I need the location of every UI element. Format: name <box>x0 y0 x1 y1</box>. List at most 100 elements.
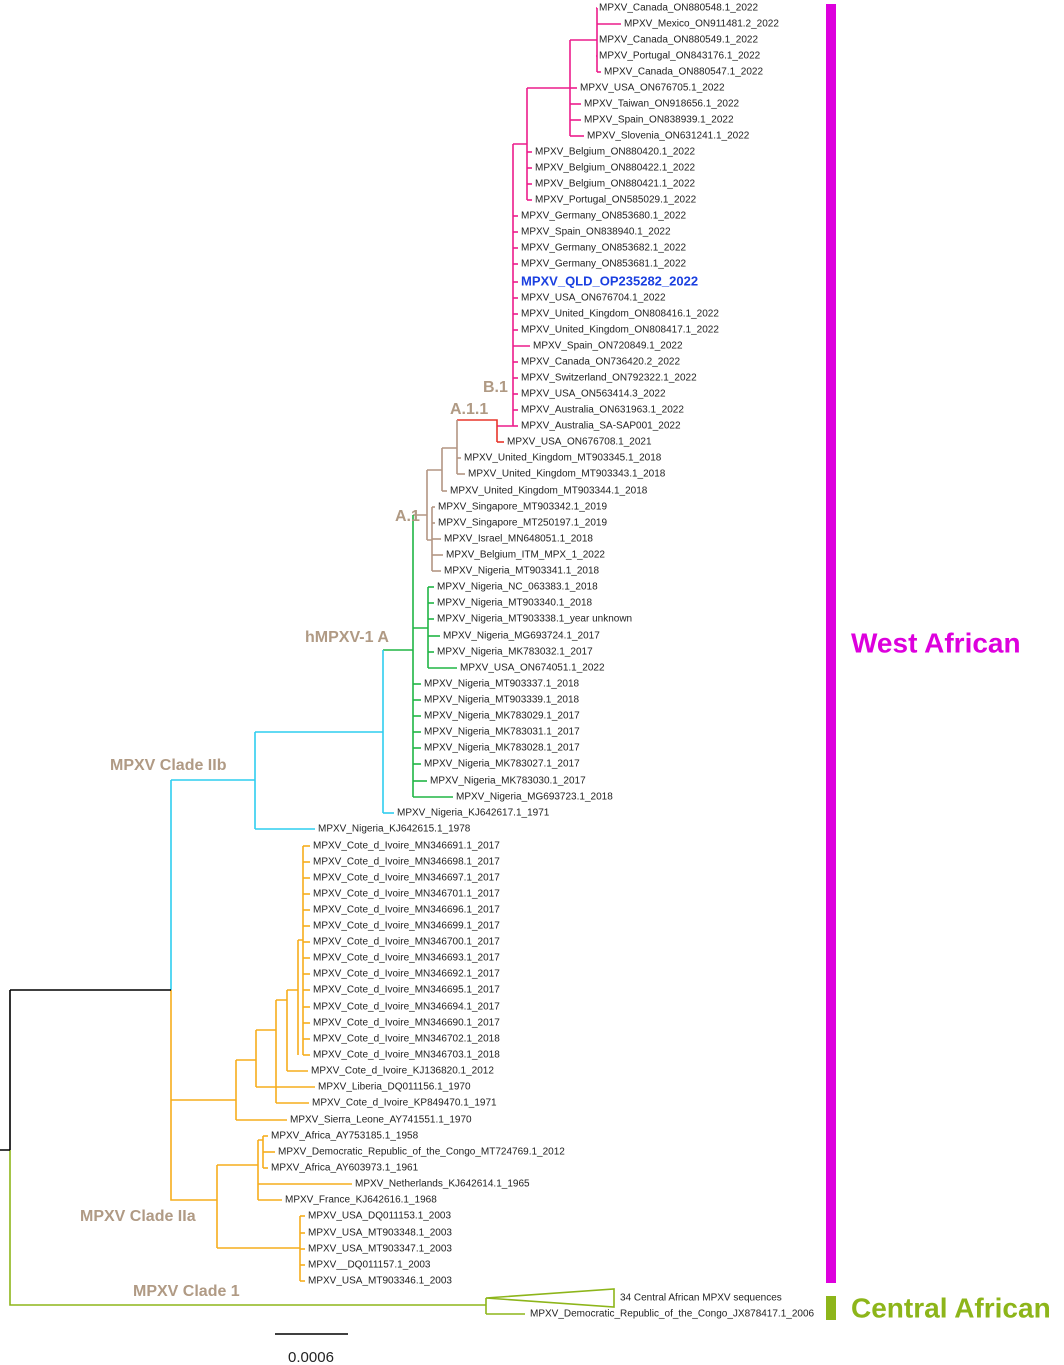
leaf-label: MPXV_USA_ON674051.1_2022 <box>460 663 605 674</box>
leaf-label: MPXV_United_Kingdom_MT903345.1_2018 <box>464 453 662 464</box>
leaf-label: MPXV_USA_ON563414.3_2022 <box>521 389 666 400</box>
clade-label: MPXV Clade IIa <box>80 1208 196 1225</box>
leaf-label: MPXV_Nigeria_MK783029.1_2017 <box>424 711 580 722</box>
leaf-label: MPXV_USA_DQ011153.1_2003 <box>308 1211 451 1222</box>
leaf-label: MPXV_Mexico_ON911481.2_2022 <box>624 19 779 30</box>
leaf-label: MPXV_Cote_d_Ivoire_MN346703.1_2018 <box>313 1050 500 1061</box>
leaf-label: MPXV_USA_ON676705.1_2022 <box>580 83 725 94</box>
leaf-label: MPXV_Liberia_DQ011156.1_1970 <box>318 1082 471 1093</box>
leaf-label: MPXV_United_Kingdom_ON808416.1_2022 <box>521 309 719 320</box>
leaf-label: MPXV_Nigeria_MT903337.1_2018 <box>424 679 580 690</box>
leaf-label: MPXV_Taiwan_ON918656.1_2022 <box>584 99 740 110</box>
leaf-label: MPXV_Cote_d_Ivoire_MN346695.1_2017 <box>313 985 500 996</box>
branch <box>9 1150 615 1315</box>
leaf-label: MPXV_Nigeria_MK783030.1_2017 <box>430 776 586 787</box>
leaf-label: MPXV_Israel_MN648051.1_2018 <box>444 534 593 545</box>
leaf-label: MPXV_United_Kingdom_MT903343.1_2018 <box>468 469 666 480</box>
leaf-label: MPXV_Nigeria_MK783031.1_2017 <box>424 727 580 738</box>
leaf-label: MPXV_Slovenia_ON631241.1_2022 <box>587 131 750 142</box>
clade-label: MPXV Clade 1 <box>133 1283 240 1300</box>
central-african-bar <box>826 1296 836 1320</box>
leaf-label: MPXV_Cote_d_Ivoire_MN346694.1_2017 <box>313 1002 500 1013</box>
leaf-label: MPXV_Cote_d_Ivoire_MN346702.1_2018 <box>313 1034 500 1045</box>
clade-label: A.1 <box>395 508 420 525</box>
leaf-label: MPXV_Cote_d_Ivoire_KJ136820.1_2012 <box>311 1066 494 1077</box>
leaf-label: MPXV_Cote_d_Ivoire_MN346692.1_2017 <box>313 969 500 980</box>
leaf-label: MPXV_Australia_ON631963.1_2022 <box>521 405 684 416</box>
collapsed-label: 34 Central African MPXV sequences <box>620 1293 782 1304</box>
leaf-label: MPXV_Singapore_MT903342.1_2019 <box>438 502 607 513</box>
leaf-label: MPXV_Nigeria_MT903340.1_2018 <box>437 598 593 609</box>
leaf-label: MPXV_Nigeria_MT903339.1_2018 <box>424 695 580 706</box>
west-african-bar <box>826 4 836 1283</box>
leaf-label: MPXV_Portugal_ON585029.1_2022 <box>535 195 697 206</box>
highlighted-leaf-label: MPXV_QLD_OP235282_2022 <box>521 273 698 288</box>
leaf-label: MPXV_Nigeria_NC_063383.1_2018 <box>437 582 598 593</box>
leaf-label: MPXV_Switzerland_ON792322.1_2022 <box>521 373 697 384</box>
region-label: Central African <box>851 1292 1051 1323</box>
leaf-label: MPXV_Canada_ON880547.1_2022 <box>604 67 763 78</box>
leaf-label: MPXV_Democratic_Republic_of_the_Congo_MT… <box>278 1147 565 1158</box>
clade-label: B.1 <box>483 379 508 396</box>
branch <box>457 419 498 442</box>
leaf-label: MPXV_Germany_ON853682.1_2022 <box>521 243 687 254</box>
leaf-label: MPXV_Cote_d_Ivoire_MN346693.1_2017 <box>313 953 500 964</box>
leaf-label: MPXV__DQ011157.1_2003 <box>308 1260 431 1271</box>
leaf-label: MPXV_USA_MT903348.1_2003 <box>308 1228 452 1239</box>
region-label: West African <box>851 627 1021 658</box>
leaf-label: MPXV_Singapore_MT250197.1_2019 <box>438 518 607 529</box>
leaf-label: MPXV_Spain_ON720849.1_2022 <box>533 341 683 352</box>
leaf-label: MPXV_Portugal_ON843176.1_2022 <box>599 51 761 62</box>
leaf-label: MPXV_Canada_ON880548.1_2022 <box>599 3 758 14</box>
leaf-label: MPXV_Nigeria_KJ642615.1_1978 <box>318 824 471 835</box>
leaf-label: MPXV_Nigeria_MK783027.1_2017 <box>424 759 580 770</box>
leaf-label: MPXV_Nigeria_MT903338.1_year unknown <box>437 614 632 625</box>
leaf-label: MPXV_Germany_ON853681.1_2022 <box>521 259 687 270</box>
leaf-label: MPXV_Germany_ON853680.1_2022 <box>521 211 687 222</box>
leaf-label: MPXV_Democratic_Republic_of_the_Congo_JX… <box>530 1309 815 1320</box>
leaf-label: MPXV_Cote_d_Ivoire_MN346700.1_2017 <box>313 937 500 948</box>
leaf-label: MPXV_Nigeria_MK783028.1_2017 <box>424 743 580 754</box>
leaf-label: MPXV_Netherlands_KJ642614.1_1965 <box>355 1179 530 1190</box>
leaf-label: MPXV_Belgium_ON880420.1_2022 <box>535 147 696 158</box>
leaf-label: MPXV_Nigeria_MK783032.1_2017 <box>437 647 593 658</box>
leaf-label: MPXV_Belgium_ON880422.1_2022 <box>535 163 696 174</box>
leaf-label: MPXV_Belgium_ON880421.1_2022 <box>535 179 696 190</box>
scale-label: 0.0006 <box>288 1349 334 1365</box>
leaf-label: MPXV_United_Kingdom_MT903344.1_2018 <box>450 486 648 497</box>
leaf-label: MPXV_USA_MT903347.1_2003 <box>308 1244 452 1255</box>
leaf-label: MPXV_Sierra_Leone_AY741551.1_1970 <box>290 1115 472 1126</box>
leaf-label: MPXV_USA_ON676708.1_2021 <box>507 437 652 448</box>
leaf-label: MPXV_Cote_d_Ivoire_MN346697.1_2017 <box>313 873 500 884</box>
branch <box>0 989 171 1151</box>
branch <box>170 650 384 990</box>
leaf-label: MPXV_Cote_d_Ivoire_MN346701.1_2017 <box>313 889 500 900</box>
leaf-label: MPXV_Cote_d_Ivoire_KP849470.1_1971 <box>312 1098 497 1109</box>
leaf-label: MPXV_Cote_d_Ivoire_MN346696.1_2017 <box>313 905 500 916</box>
leaf-label: MPXV_Nigeria_MG693723.1_2018 <box>456 792 613 803</box>
clade-label: hMPXV-1 A <box>305 629 389 646</box>
leaf-label: MPXV_Canada_ON736420.2_2022 <box>521 357 680 368</box>
leaf-label: MPXV_Nigeria_KJ642617.1_1971 <box>397 808 550 819</box>
leaf-label: MPXV_France_KJ642616.1_1968 <box>285 1195 437 1206</box>
clade-label: MPXV Clade IIb <box>110 757 227 774</box>
leaf-label: MPXV_Nigeria_MG693724.1_2017 <box>443 631 600 642</box>
branch <box>383 515 429 797</box>
leaf-label: MPXV_Africa_AY753185.1_1958 <box>271 1131 419 1142</box>
leaf-label: MPXV_Africa_AY603973.1_1961 <box>271 1163 419 1174</box>
leaf-label: MPXV_Cote_d_Ivoire_MN346691.1_2017 <box>313 841 500 852</box>
leaf-label: MPXV_Cote_d_Ivoire_MN346690.1_2017 <box>313 1018 500 1029</box>
leaf-label: MPXV_Canada_ON880549.1_2022 <box>599 35 758 46</box>
leaf-label: MPXV_USA_MT903346.1_2003 <box>308 1276 452 1287</box>
leaf-label: MPXV_United_Kingdom_ON808417.1_2022 <box>521 325 719 336</box>
leaf-label: MPXV_Cote_d_Ivoire_MN346698.1_2017 <box>313 857 500 868</box>
clade-label: A.1.1 <box>450 401 488 418</box>
leaf-label: MPXV_Australia_SA-SAP001_2022 <box>521 421 681 432</box>
leaf-label: MPXV_Cote_d_Ivoire_MN346699.1_2017 <box>313 921 500 932</box>
leaf-label: MPXV_Spain_ON838939.1_2022 <box>584 115 734 126</box>
branches <box>0 8 615 1315</box>
leaf-label: MPXV_Nigeria_MT903341.1_2018 <box>444 566 600 577</box>
leaf-label: MPXV_Belgium_ITM_MPX_1_2022 <box>446 550 605 561</box>
leaf-label: MPXV_USA_ON676704.1_2022 <box>521 293 666 304</box>
